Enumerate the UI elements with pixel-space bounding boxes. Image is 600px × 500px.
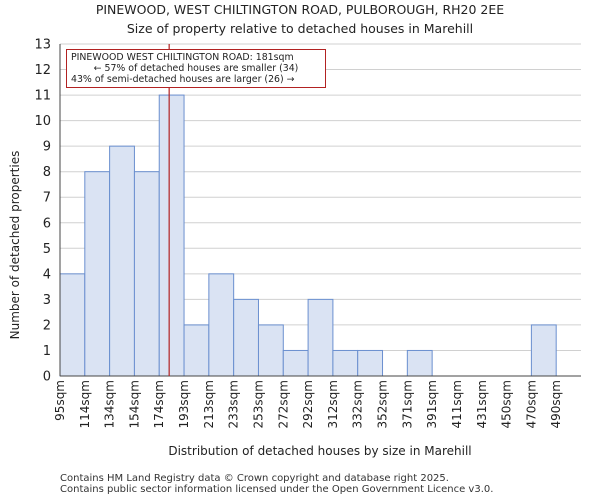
x-tick-label: 411sqm: [450, 380, 464, 428]
histogram-bar: [84, 171, 111, 377]
y-tick-label: 7: [43, 191, 51, 206]
histogram-bar: [406, 349, 433, 377]
x-tick-label: 292sqm: [301, 380, 315, 428]
x-tick-label: 352sqm: [376, 380, 390, 428]
chart-subtitle: Size of property relative to detached ho…: [126, 21, 474, 36]
property-annotation: PINEWOOD WEST CHILTINGTON ROAD: 181sqm ←…: [66, 49, 326, 88]
y-tick-label: 10: [34, 114, 51, 129]
y-tick-label: 4: [43, 267, 51, 282]
histogram-bar: [109, 145, 135, 377]
x-tick-label: 312sqm: [326, 380, 340, 428]
histogram-bar: [307, 298, 334, 377]
y-axis-label: Number of detached properties: [8, 150, 22, 340]
x-tick-label: 490sqm: [549, 380, 563, 428]
y-tick-label: 8: [43, 165, 51, 180]
x-tick-label: 450sqm: [500, 380, 514, 428]
x-tick-label: 431sqm: [475, 380, 489, 428]
y-tick-label: 3: [43, 293, 51, 308]
chart-title: PINEWOOD, WEST CHILTINGTON ROAD, PULBORO…: [95, 2, 505, 17]
y-tick-label: 2: [43, 318, 51, 333]
histogram-bar: [59, 273, 86, 377]
histogram-bar: [208, 273, 235, 377]
annotation-line-3: 43% of semi-detached houses are larger (…: [71, 74, 295, 85]
y-tick-label: 13: [34, 38, 51, 53]
y-tick-label: 11: [34, 89, 51, 104]
footer-licence: Contains public sector information licen…: [60, 484, 494, 495]
x-axis-label: Distribution of detached houses by size …: [168, 444, 472, 458]
histogram-bar: [357, 349, 384, 377]
histogram-bar: [133, 171, 160, 377]
x-tick-label: 174sqm: [152, 380, 166, 428]
x-tick-label: 114sqm: [78, 380, 92, 428]
x-tick-label: 154sqm: [127, 380, 141, 428]
x-tick-label: 272sqm: [276, 380, 290, 428]
y-tick-label: 0: [43, 370, 51, 385]
histogram-bar: [183, 324, 210, 377]
annotation-line-1: PINEWOOD WEST CHILTINGTON ROAD: 181sqm: [71, 52, 294, 63]
x-tick-label: 391sqm: [425, 380, 439, 428]
y-tick-label: 6: [43, 216, 51, 231]
footer-copyright: Contains HM Land Registry data © Crown c…: [60, 473, 449, 484]
x-tick-label: 470sqm: [524, 380, 538, 428]
annotation-line-2: ← 57% of detached houses are smaller (34…: [93, 63, 299, 74]
x-tick-label: 134sqm: [103, 380, 117, 428]
histogram-bar: [257, 324, 284, 377]
x-tick-label: 332sqm: [351, 380, 365, 428]
y-tick-label: 9: [43, 140, 51, 155]
y-tick-label: 1: [43, 344, 51, 359]
histogram-bar: [158, 94, 185, 377]
y-tick-label: 12: [34, 63, 51, 78]
x-tick-label: 95sqm: [53, 380, 67, 421]
x-tick-label: 253sqm: [251, 380, 265, 428]
histogram-bar: [530, 324, 557, 377]
x-tick-label: 213sqm: [202, 380, 216, 428]
y-tick-label: 5: [43, 242, 51, 257]
histogram-bar: [282, 349, 309, 377]
x-tick-label: 233sqm: [227, 380, 241, 428]
histogram-bar: [332, 349, 359, 377]
x-tick-label: 193sqm: [177, 380, 191, 428]
histogram-bar: [233, 298, 259, 377]
x-tick-label: 371sqm: [400, 380, 414, 428]
